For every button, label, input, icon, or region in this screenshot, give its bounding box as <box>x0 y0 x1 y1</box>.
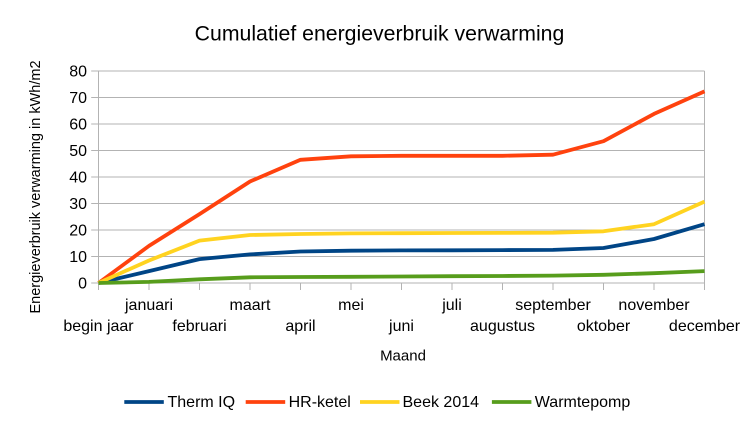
svg-text:30: 30 <box>69 196 87 213</box>
svg-text:juli: juli <box>441 297 462 314</box>
svg-text:juni: juni <box>388 318 414 335</box>
svg-text:20: 20 <box>69 223 87 240</box>
svg-text:januari: januari <box>124 297 173 314</box>
svg-text:Beek 2014: Beek 2014 <box>403 394 480 411</box>
svg-text:augustus: augustus <box>470 318 535 335</box>
svg-text:Energieverbruik verwarming in: Energieverbruik verwarming in kWh/m2 <box>28 60 44 313</box>
svg-text:HR-ketel: HR-ketel <box>289 394 351 411</box>
svg-text:50: 50 <box>69 143 87 160</box>
svg-text:begin jaar: begin jaar <box>63 318 134 335</box>
svg-text:Cumulatief energieverbruik ver: Cumulatief energieverbruik verwarming <box>195 22 565 46</box>
svg-text:februari: februari <box>172 318 226 335</box>
svg-text:april: april <box>285 318 315 335</box>
svg-text:10: 10 <box>69 249 87 266</box>
svg-text:0: 0 <box>78 276 87 293</box>
svg-text:60: 60 <box>69 117 87 134</box>
svg-text:Warmtepomp: Warmtepomp <box>535 394 631 411</box>
svg-text:december: december <box>669 318 741 335</box>
svg-text:80: 80 <box>69 64 87 81</box>
svg-text:november: november <box>618 297 690 314</box>
svg-text:september: september <box>515 297 591 314</box>
svg-text:40: 40 <box>69 170 87 187</box>
svg-text:Therm IQ: Therm IQ <box>168 394 236 411</box>
svg-text:oktober: oktober <box>577 318 631 335</box>
svg-text:maart: maart <box>230 297 271 314</box>
svg-text:mei: mei <box>338 297 364 314</box>
svg-text:70: 70 <box>69 90 87 107</box>
svg-text:Maand: Maand <box>380 348 426 365</box>
